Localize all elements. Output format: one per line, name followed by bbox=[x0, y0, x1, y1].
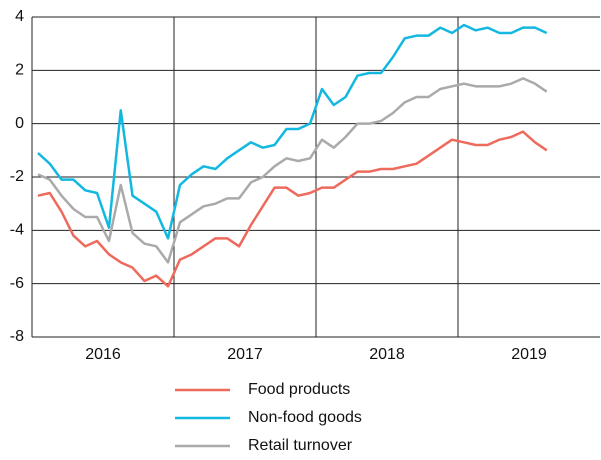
y-tick-label: 4 bbox=[15, 8, 24, 25]
series-line bbox=[37, 23, 548, 240]
legend-label: Food products bbox=[248, 381, 350, 398]
x-tick-label: 2018 bbox=[369, 346, 405, 363]
y-tick-label: -2 bbox=[10, 168, 24, 185]
x-tick-label: 2019 bbox=[511, 346, 547, 363]
x-tick-label: 2016 bbox=[85, 346, 121, 363]
series-line bbox=[37, 130, 548, 288]
legend-label: Retail turnover bbox=[248, 437, 353, 454]
legend-label: Non-food goods bbox=[248, 409, 362, 426]
y-tick-label: -4 bbox=[10, 222, 24, 239]
y-tick-label: 2 bbox=[15, 62, 24, 79]
x-tick-label: 2017 bbox=[227, 346, 263, 363]
y-tick-label: 0 bbox=[15, 115, 24, 132]
y-tick-label: -6 bbox=[10, 275, 24, 292]
y-tick-label: -8 bbox=[10, 328, 24, 345]
series-line bbox=[37, 77, 548, 264]
